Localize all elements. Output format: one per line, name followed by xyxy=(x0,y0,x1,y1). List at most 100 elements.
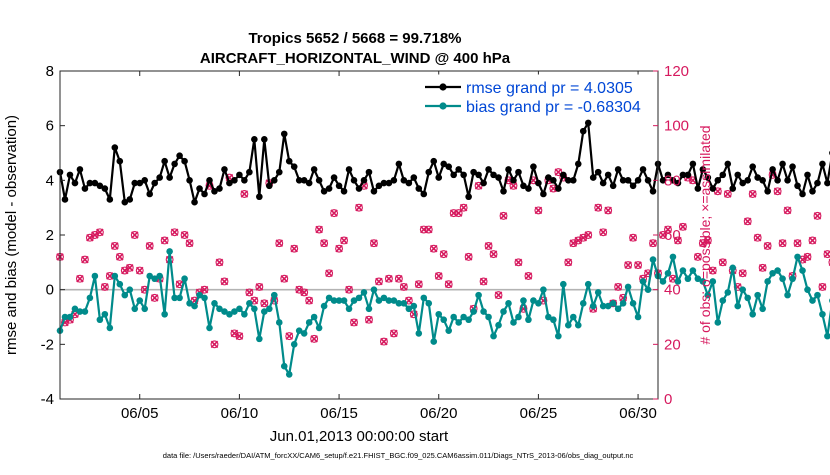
rmse-point xyxy=(789,163,796,170)
obs-possible-point xyxy=(813,211,822,220)
bias-point xyxy=(734,302,742,310)
bias-point xyxy=(405,305,413,313)
rmse-point xyxy=(86,179,94,187)
rmse-point xyxy=(774,177,781,184)
obs-assimilated-point xyxy=(91,231,99,239)
rmse-point xyxy=(191,198,198,206)
obs-assimilated-point xyxy=(584,231,592,239)
obs-possible-point xyxy=(429,244,438,253)
obs-possible-point xyxy=(325,269,334,278)
bias-point xyxy=(206,324,213,332)
rmse-point xyxy=(211,187,218,195)
obs-possible-point xyxy=(135,266,144,275)
rmse-point xyxy=(395,160,403,168)
rmse-point xyxy=(275,168,283,176)
rmse-point xyxy=(425,168,433,176)
rmse-point xyxy=(490,171,497,179)
obs-possible-point xyxy=(534,206,543,215)
rmse-point xyxy=(365,168,373,176)
obs-assimilated-point xyxy=(106,272,114,280)
bias-point xyxy=(315,324,323,332)
legend-bias-label: bias grand pr = -0.68304 xyxy=(466,99,641,116)
chart-title: Tropics 5652 / 5668 = 99.718% xyxy=(248,30,461,47)
rmse-point xyxy=(445,163,453,170)
obs-possible-point xyxy=(718,258,727,267)
obs-assimilated-point xyxy=(724,190,732,198)
obs-possible-point xyxy=(743,217,752,226)
rmse-point xyxy=(604,171,612,179)
rmse-point xyxy=(91,179,99,187)
obs-possible-point xyxy=(514,258,523,267)
obs-assimilated-point xyxy=(285,332,293,340)
bias-point xyxy=(270,291,278,299)
bias-point xyxy=(385,297,393,304)
obs-possible-point xyxy=(604,206,613,215)
obs-possible-point xyxy=(489,250,498,259)
obs-assimilated-point xyxy=(699,239,707,247)
bias-point xyxy=(480,308,487,315)
rmse-point xyxy=(794,182,801,190)
rmse-point xyxy=(315,177,323,184)
rmse-point xyxy=(619,177,627,184)
rmse-point xyxy=(634,177,642,184)
rmse-point xyxy=(699,166,707,173)
obs-possible-point xyxy=(170,228,179,237)
rmse-point xyxy=(176,152,183,160)
obs-assimilated-point xyxy=(514,258,523,267)
bias-point xyxy=(176,294,183,302)
rmse-point xyxy=(71,179,79,187)
bias-point xyxy=(410,302,418,310)
obs-possible-point xyxy=(340,236,348,245)
obs-possible-point xyxy=(584,231,593,239)
obs-assimilated-point xyxy=(275,239,284,247)
bias-point xyxy=(370,286,378,293)
rmse-point xyxy=(270,177,278,184)
bias-point xyxy=(560,280,567,288)
bias-point xyxy=(186,300,193,307)
obs-possible-point xyxy=(145,241,154,250)
rmse-point xyxy=(136,179,144,187)
y2-tick-label: 100 xyxy=(664,118,689,135)
legend-rmse-label: rmse grand pr = 4.0305 xyxy=(466,80,633,97)
obs-possible-point xyxy=(629,233,638,242)
rmse-point xyxy=(799,190,806,198)
bias-point xyxy=(251,305,258,313)
bias-point xyxy=(71,305,79,313)
bias-point xyxy=(719,297,727,304)
bias-point xyxy=(246,300,253,307)
obs-assimilated-point xyxy=(484,242,493,250)
obs-possible-point xyxy=(370,239,378,248)
obs-possible-point xyxy=(673,236,682,245)
obs-assimilated-point xyxy=(823,250,830,258)
x-tick-label: 06/05 xyxy=(121,405,159,422)
bias-point xyxy=(649,256,657,263)
obs-assimilated-point xyxy=(439,250,448,258)
rmse-point xyxy=(420,190,428,198)
bias-point xyxy=(599,302,607,310)
bias-point xyxy=(146,272,153,280)
bias-point xyxy=(231,308,238,315)
bias-point xyxy=(530,297,537,304)
rmse-point xyxy=(540,190,547,198)
rmse-point xyxy=(61,196,69,203)
rmse-point xyxy=(749,163,756,170)
rmse-point xyxy=(280,130,288,138)
obs-possible-point xyxy=(479,277,488,286)
bias-point xyxy=(465,316,472,324)
rmse-point xyxy=(560,171,567,179)
obs-assimilated-point xyxy=(290,244,298,253)
rmse-point xyxy=(221,166,228,173)
obs-assimilated-point xyxy=(748,190,757,198)
obs-assimilated-point xyxy=(215,258,224,267)
obs-possible-point xyxy=(599,228,608,237)
bias-point xyxy=(609,300,617,307)
obs-assimilated-point xyxy=(305,296,313,305)
bias-point xyxy=(395,300,403,307)
rmse-point xyxy=(435,174,443,181)
rmse-point xyxy=(804,171,811,179)
obs-possible-point xyxy=(424,225,433,234)
obs-possible-point xyxy=(594,203,603,212)
y-axis-label: rmse and bias (model - observation) xyxy=(3,115,20,355)
obs-assimilated-point xyxy=(738,269,747,278)
bias-point xyxy=(161,310,168,318)
